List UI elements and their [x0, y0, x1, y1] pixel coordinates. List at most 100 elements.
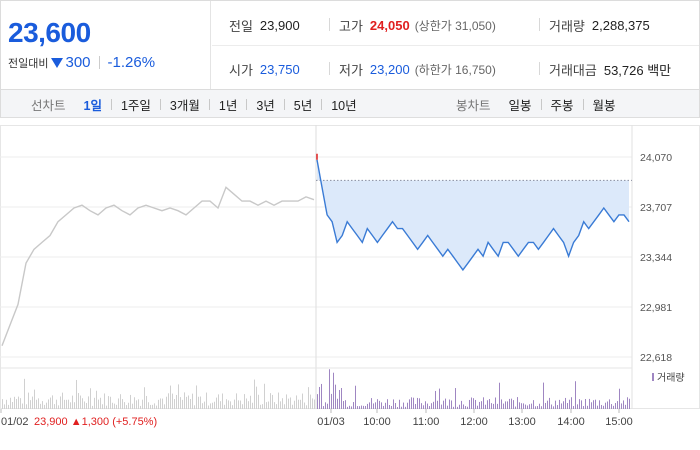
volume-bar — [617, 401, 618, 409]
volume-bar — [555, 400, 556, 409]
volume-bar — [48, 399, 49, 409]
volume-bar — [497, 403, 498, 409]
volume-bar — [511, 398, 512, 409]
volume-bar — [335, 384, 336, 409]
volume-bar — [228, 400, 229, 409]
volume-bar — [272, 394, 273, 409]
current-price: 23,600 — [8, 17, 91, 48]
volume-bar — [236, 393, 237, 409]
volume-bar — [625, 404, 626, 409]
volume-bar — [547, 400, 548, 409]
y-tick-label: 23,344 — [640, 252, 672, 264]
volume-bar — [230, 401, 231, 409]
volume-bar — [395, 403, 396, 409]
volume-bar — [423, 405, 424, 409]
volume-bar — [443, 400, 444, 409]
volume-bar — [337, 398, 338, 409]
volume-bar — [286, 394, 287, 409]
up-triangle-icon: ▲ — [71, 416, 82, 428]
volume-bar — [331, 393, 332, 409]
volume-bar — [224, 404, 225, 409]
change-label: 전일대비 — [8, 57, 49, 70]
tab-monthly-candle[interactable]: 월봉 — [592, 98, 616, 113]
volume-bar — [373, 403, 374, 409]
volume-bar — [533, 400, 534, 409]
volume-bar — [156, 405, 157, 409]
volume-bar — [208, 405, 209, 409]
tab-1week[interactable]: 1주일 — [120, 98, 151, 113]
x-tick-label: 13:00 — [508, 416, 536, 428]
volume-bar — [314, 399, 315, 409]
tab-weekly-candle[interactable]: 주봉 — [550, 98, 574, 113]
volume-bar — [14, 396, 15, 409]
tab-1year[interactable]: 1년 — [218, 98, 238, 113]
volume-bar — [262, 404, 263, 409]
volume-bar — [427, 403, 428, 409]
volume-bar — [383, 405, 384, 409]
volume-bar — [567, 403, 568, 409]
volume-bar — [46, 402, 47, 409]
volume-bar — [463, 404, 464, 409]
volume-bar — [389, 404, 390, 409]
volume-bar — [226, 399, 227, 409]
volume-bar — [284, 404, 285, 409]
volume-bar — [495, 397, 496, 409]
chart-period-tabbar: 선차트 1일 1주일 3개월 1년 3년 5년 10년 봉차트 일봉 주봉 월봉 — [0, 90, 700, 118]
volume-bar — [381, 402, 382, 409]
volume-bar — [154, 403, 155, 409]
volume-bar — [531, 403, 532, 409]
volume-bar — [351, 406, 352, 409]
volume-bar — [134, 397, 135, 409]
volume-bar — [12, 402, 13, 409]
volume-bar — [593, 400, 594, 409]
volume-bar — [24, 378, 25, 409]
candle-chart-title: 봉차트 — [456, 98, 491, 113]
volume-bar — [339, 389, 340, 409]
volume-bar — [20, 398, 21, 409]
volume-bar — [425, 401, 426, 409]
volume-bar — [629, 398, 630, 409]
volume-bar — [108, 396, 109, 409]
volume-bar — [451, 400, 452, 409]
volume-bar — [343, 401, 344, 409]
volume-bar — [164, 404, 165, 409]
prev-close-cell: 전일 23,900 — [229, 16, 300, 35]
x-tick-label: 14:00 — [557, 416, 585, 428]
volume-bar — [120, 394, 121, 409]
low-label: 저가 — [339, 63, 363, 78]
change-row: 전일대비 300 -1.26% — [8, 54, 155, 71]
volume-bar — [260, 404, 261, 409]
tab-3month[interactable]: 3개월 — [169, 98, 200, 113]
volume-bar — [501, 399, 502, 409]
volume-bar — [278, 392, 279, 409]
tab-1day[interactable]: 1일 — [83, 98, 102, 113]
volume-bar — [252, 402, 253, 409]
volume-bar — [142, 399, 143, 409]
down-triangle-icon — [51, 57, 64, 68]
volume-bar — [371, 398, 372, 409]
volume-bar — [509, 398, 510, 409]
volume-bar — [266, 402, 267, 409]
volume-bar — [545, 402, 546, 409]
volume-bar — [599, 400, 600, 409]
tab-5year[interactable]: 5년 — [293, 98, 313, 113]
tab-3year[interactable]: 3년 — [256, 98, 275, 113]
tab-daily-candle[interactable]: 일봉 — [508, 98, 532, 113]
lower-limit: (하한가 16,750) — [414, 63, 496, 77]
volume-bar — [393, 399, 394, 409]
volume-bar — [431, 403, 432, 409]
volume-bar — [242, 404, 243, 409]
volume-bar — [64, 399, 65, 409]
volume-bar — [298, 399, 299, 409]
volume-bar — [561, 403, 562, 409]
volume-bar — [527, 405, 528, 409]
axes: 24,070 23,707 23,344 22,981 22,618 거래량 01/02 01… — [0, 152, 685, 428]
volume-bar — [16, 399, 17, 409]
volume-bar — [513, 400, 514, 409]
tab-10year[interactable]: 10년 — [331, 98, 357, 113]
volume-bar — [475, 399, 476, 409]
volume-bar — [148, 402, 149, 409]
upper-limit: (상한가 31,050) — [414, 19, 496, 33]
volume-bar — [88, 396, 89, 409]
volume-bar — [2, 399, 3, 409]
